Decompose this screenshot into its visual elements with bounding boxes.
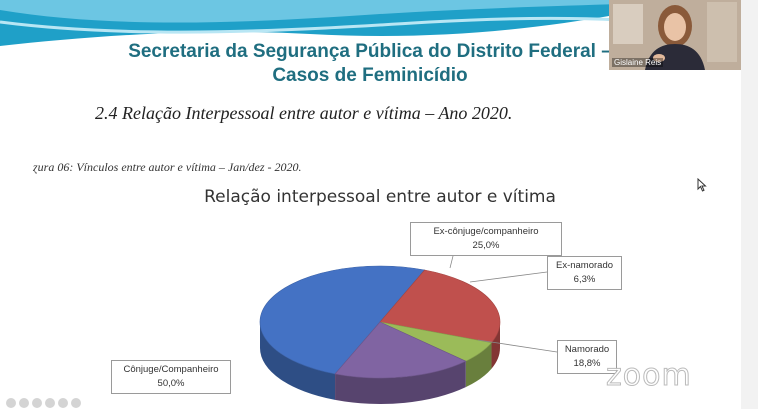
slide-title-line1: Secretaria da Segurança Pública do Distr…	[128, 41, 612, 62]
slide-title: Secretaria da Segurança Pública do Distr…	[100, 40, 640, 88]
slice-namorado-side	[335, 361, 466, 404]
toolbar-icon[interactable]	[6, 398, 16, 408]
slice-namorado	[334, 321, 467, 379]
toolbar-icon[interactable]	[58, 398, 68, 408]
toolbar-icon[interactable]	[32, 398, 42, 408]
slice-conjuge-side	[260, 322, 336, 400]
slice-ex-conjuge-side	[491, 322, 500, 369]
callout-leader-line	[477, 339, 558, 353]
callout-namorado: Namorado 18,8%	[557, 340, 617, 374]
slice-ex-conjuge	[379, 269, 501, 344]
participant-name: Gislaine Reis	[612, 58, 664, 67]
callout-conjuge: Cônjuge/Companheiro 50,0%	[111, 360, 231, 394]
callout-ex-namorado: Ex-namorado 6,3%	[547, 256, 622, 290]
slice-label-namorado: Namorado	[564, 344, 610, 355]
slide-title-line2: Casos de Feminicídio	[272, 65, 468, 86]
slice-value-ex-namorado: 6,3%	[573, 274, 596, 285]
toolbar-icons[interactable]	[6, 398, 81, 409]
right-edge-panel	[741, 0, 758, 409]
figure-caption: ɀura 06: Vínculos entre autor e vítima –…	[33, 160, 302, 174]
participant-avatar	[609, 0, 741, 70]
zoom-watermark: zoom	[606, 358, 692, 394]
slice-value-conjuge: 50,0%	[157, 378, 185, 389]
chart-title: Relação interpessoal entre autor e vítim…	[204, 187, 556, 207]
slice-label-ex-conjuge: Ex-cônjuge/companheiro	[433, 226, 539, 237]
toolbar-icon[interactable]	[45, 398, 55, 408]
callout-leader-line	[469, 271, 548, 283]
slice-label-conjuge: Cônjuge/Companheiro	[123, 364, 219, 375]
toolbar-icon[interactable]	[19, 398, 29, 408]
section-heading: 2.4 Relação Interpessoal entre autor e v…	[95, 103, 513, 123]
mouse-cursor-icon	[697, 178, 707, 192]
slice-value-namorado: 18,8%	[573, 358, 601, 369]
callout-ex-conjuge: Ex-cônjuge/companheiro 25,0%	[410, 222, 562, 256]
slice-ex-namorado-side	[465, 342, 492, 388]
slice-conjuge	[259, 265, 426, 375]
toolbar-icon[interactable]	[71, 398, 81, 408]
slice-value-ex-conjuge: 25,0%	[472, 240, 500, 251]
slice-label-ex-namorado: Ex-namorado	[555, 260, 614, 271]
participant-video-tile[interactable]: Gislaine Reis	[609, 0, 741, 70]
header-wave-decoration	[0, 0, 620, 46]
